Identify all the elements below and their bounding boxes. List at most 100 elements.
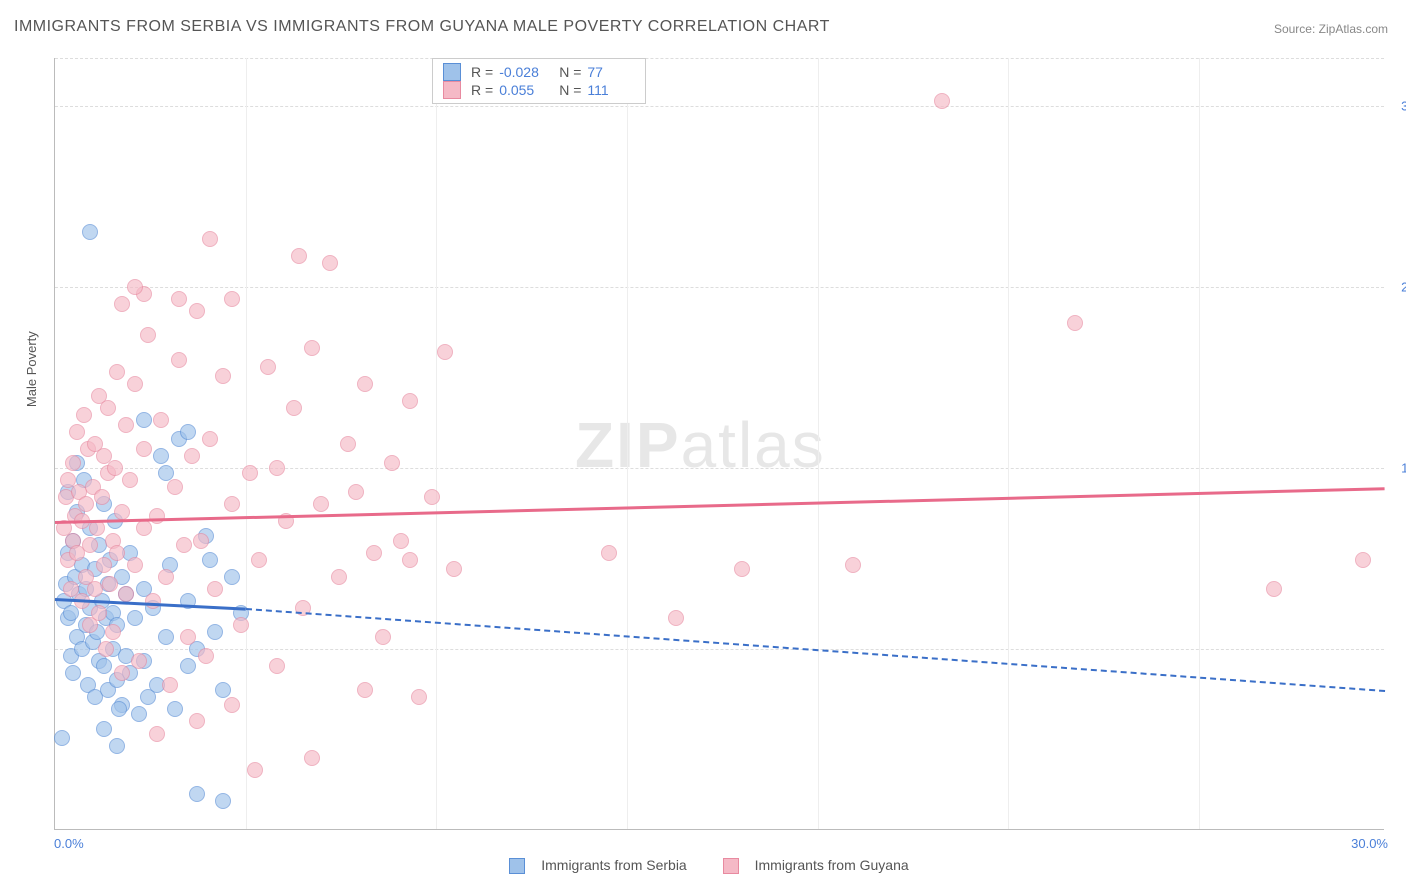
legend-item-guyana: Immigrants from Guyana [711, 857, 909, 873]
scatter-point-guyana [105, 624, 121, 640]
correlation-legend-box: R =-0.028N =77R =0.055N =111 [432, 58, 646, 104]
scatter-point-guyana [76, 407, 92, 423]
scatter-point-guyana [286, 400, 302, 416]
scatter-point-guyana [366, 545, 382, 561]
scatter-point-guyana [158, 569, 174, 585]
scatter-point-serbia [136, 412, 152, 428]
scatter-plot-area: ZIPatlas 7.5%15.0%22.5%30.0% [54, 58, 1384, 830]
x-tick-label-min: 0.0% [54, 836, 84, 851]
scatter-point-guyana [1067, 315, 1083, 331]
scatter-point-serbia [96, 721, 112, 737]
scatter-point-guyana [118, 417, 134, 433]
scatter-point-guyana [94, 489, 110, 505]
gridline-horizontal [55, 58, 1384, 59]
scatter-point-guyana [127, 376, 143, 392]
gridline-vertical [436, 58, 437, 829]
scatter-point-guyana [162, 677, 178, 693]
x-tick-label-max: 30.0% [1351, 836, 1388, 851]
scatter-point-guyana [167, 479, 183, 495]
gridline-vertical [246, 58, 247, 829]
scatter-point-guyana [242, 465, 258, 481]
scatter-point-guyana [184, 448, 200, 464]
gridline-horizontal [55, 649, 1384, 650]
n-value: 77 [587, 64, 635, 80]
scatter-point-guyana [100, 400, 116, 416]
scatter-point-guyana [269, 460, 285, 476]
r-value: 0.055 [499, 82, 547, 98]
scatter-point-serbia [96, 658, 112, 674]
scatter-point-serbia [167, 701, 183, 717]
scatter-point-serbia [158, 465, 174, 481]
r-label: R = [471, 82, 493, 98]
scatter-point-guyana [375, 629, 391, 645]
scatter-point-guyana [136, 520, 152, 536]
legend-swatch-icon [509, 858, 525, 874]
scatter-point-guyana [233, 617, 249, 633]
source-attribution: Source: ZipAtlas.com [1274, 22, 1388, 36]
correlation-row-guyana: R =0.055N =111 [443, 81, 635, 99]
scatter-point-guyana [269, 658, 285, 674]
scatter-point-guyana [424, 489, 440, 505]
scatter-point-guyana [202, 231, 218, 247]
scatter-point-guyana [251, 552, 267, 568]
scatter-point-guyana [601, 545, 617, 561]
legend-swatch-guyana [443, 81, 461, 99]
scatter-point-guyana [357, 682, 373, 698]
chart-title: IMMIGRANTS FROM SERBIA VS IMMIGRANTS FRO… [14, 18, 830, 36]
gridline-vertical [1008, 58, 1009, 829]
scatter-point-guyana [1355, 552, 1371, 568]
scatter-point-guyana [357, 376, 373, 392]
legend-item-serbia: Immigrants from Serbia [497, 857, 686, 873]
scatter-point-guyana [247, 762, 263, 778]
legend-swatch-icon [723, 858, 739, 874]
watermark-text: ZIPatlas [575, 408, 826, 482]
scatter-point-guyana [668, 610, 684, 626]
scatter-point-guyana [118, 586, 134, 602]
scatter-point-guyana [109, 545, 125, 561]
scatter-point-serbia [153, 448, 169, 464]
scatter-point-guyana [224, 697, 240, 713]
y-tick-label: 30.0% [1390, 99, 1406, 114]
gridline-horizontal [55, 287, 1384, 288]
scatter-point-guyana [180, 629, 196, 645]
gridline-horizontal [55, 106, 1384, 107]
scatter-point-guyana [114, 504, 130, 520]
scatter-point-guyana [215, 368, 231, 384]
r-label: R = [471, 64, 493, 80]
legend-bottom: Immigrants from Serbia Immigrants from G… [0, 857, 1406, 874]
scatter-point-guyana [82, 537, 98, 553]
scatter-point-guyana [78, 496, 94, 512]
scatter-point-guyana [114, 665, 130, 681]
scatter-point-guyana [384, 455, 400, 471]
scatter-point-guyana [149, 726, 165, 742]
scatter-point-guyana [114, 296, 130, 312]
scatter-point-guyana [122, 472, 138, 488]
scatter-point-guyana [107, 460, 123, 476]
scatter-point-guyana [348, 484, 364, 500]
scatter-point-guyana [202, 431, 218, 447]
scatter-point-guyana [322, 255, 338, 271]
scatter-point-guyana [145, 593, 161, 609]
scatter-point-guyana [845, 557, 861, 573]
scatter-point-guyana [153, 412, 169, 428]
scatter-point-serbia [54, 730, 70, 746]
scatter-point-guyana [136, 441, 152, 457]
scatter-point-guyana [291, 248, 307, 264]
scatter-point-guyana [127, 557, 143, 573]
scatter-point-guyana [98, 641, 114, 657]
scatter-point-guyana [393, 533, 409, 549]
scatter-point-guyana [87, 581, 103, 597]
scatter-point-guyana [734, 561, 750, 577]
n-value: 111 [587, 82, 635, 98]
scatter-point-guyana [224, 496, 240, 512]
y-axis-label: Male Poverty [24, 331, 39, 407]
scatter-point-guyana [411, 689, 427, 705]
scatter-point-guyana [171, 352, 187, 368]
scatter-point-guyana [340, 436, 356, 452]
scatter-point-guyana [198, 648, 214, 664]
y-tick-label: 7.5% [1390, 642, 1406, 657]
scatter-point-guyana [224, 291, 240, 307]
scatter-point-guyana [304, 750, 320, 766]
scatter-point-serbia [180, 658, 196, 674]
scatter-point-guyana [127, 279, 143, 295]
